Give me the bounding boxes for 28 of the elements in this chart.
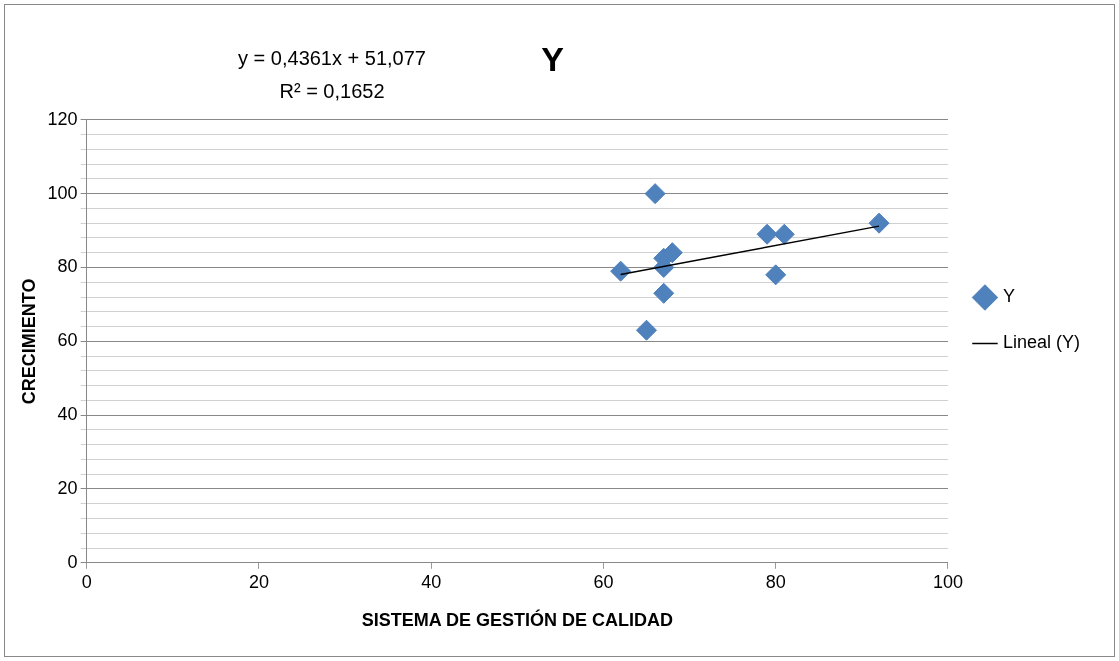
x-tick-label: 60 [593,571,614,592]
legend-label: Y [1002,286,1015,307]
point [610,260,632,282]
legend-label: Lineal (Y) [1002,332,1081,353]
point [765,264,787,286]
point [773,223,795,245]
x-tick-label: 40 [421,571,442,592]
y-axis-title: CRECIMIENTO [18,278,39,405]
y-tick-label: 60 [57,330,78,351]
x-tick-label: 100 [932,571,963,592]
text: R² = 0,1652 [279,79,385,102]
point [756,223,778,245]
x-tick-label: 0 [81,571,92,592]
y-tick-label: 0 [67,551,78,572]
point [868,212,890,234]
y-tick-label: 80 [57,256,78,277]
y-tick-label: 40 [57,404,78,425]
text: y = 0,4361x + 51,077 [238,46,426,69]
x-tick-label: 80 [765,571,786,592]
point [653,282,675,304]
y-tick-label: 20 [57,477,78,498]
y-tick-label: 100 [47,182,78,203]
y-tick-label: 120 [47,108,78,129]
x-axis-title: SISTEMA DE GESTIÓN DE CALIDAD [361,609,673,631]
x-tick-label: 20 [248,571,269,592]
point [644,183,666,205]
chart-title: Y [541,39,565,78]
point [636,319,657,341]
